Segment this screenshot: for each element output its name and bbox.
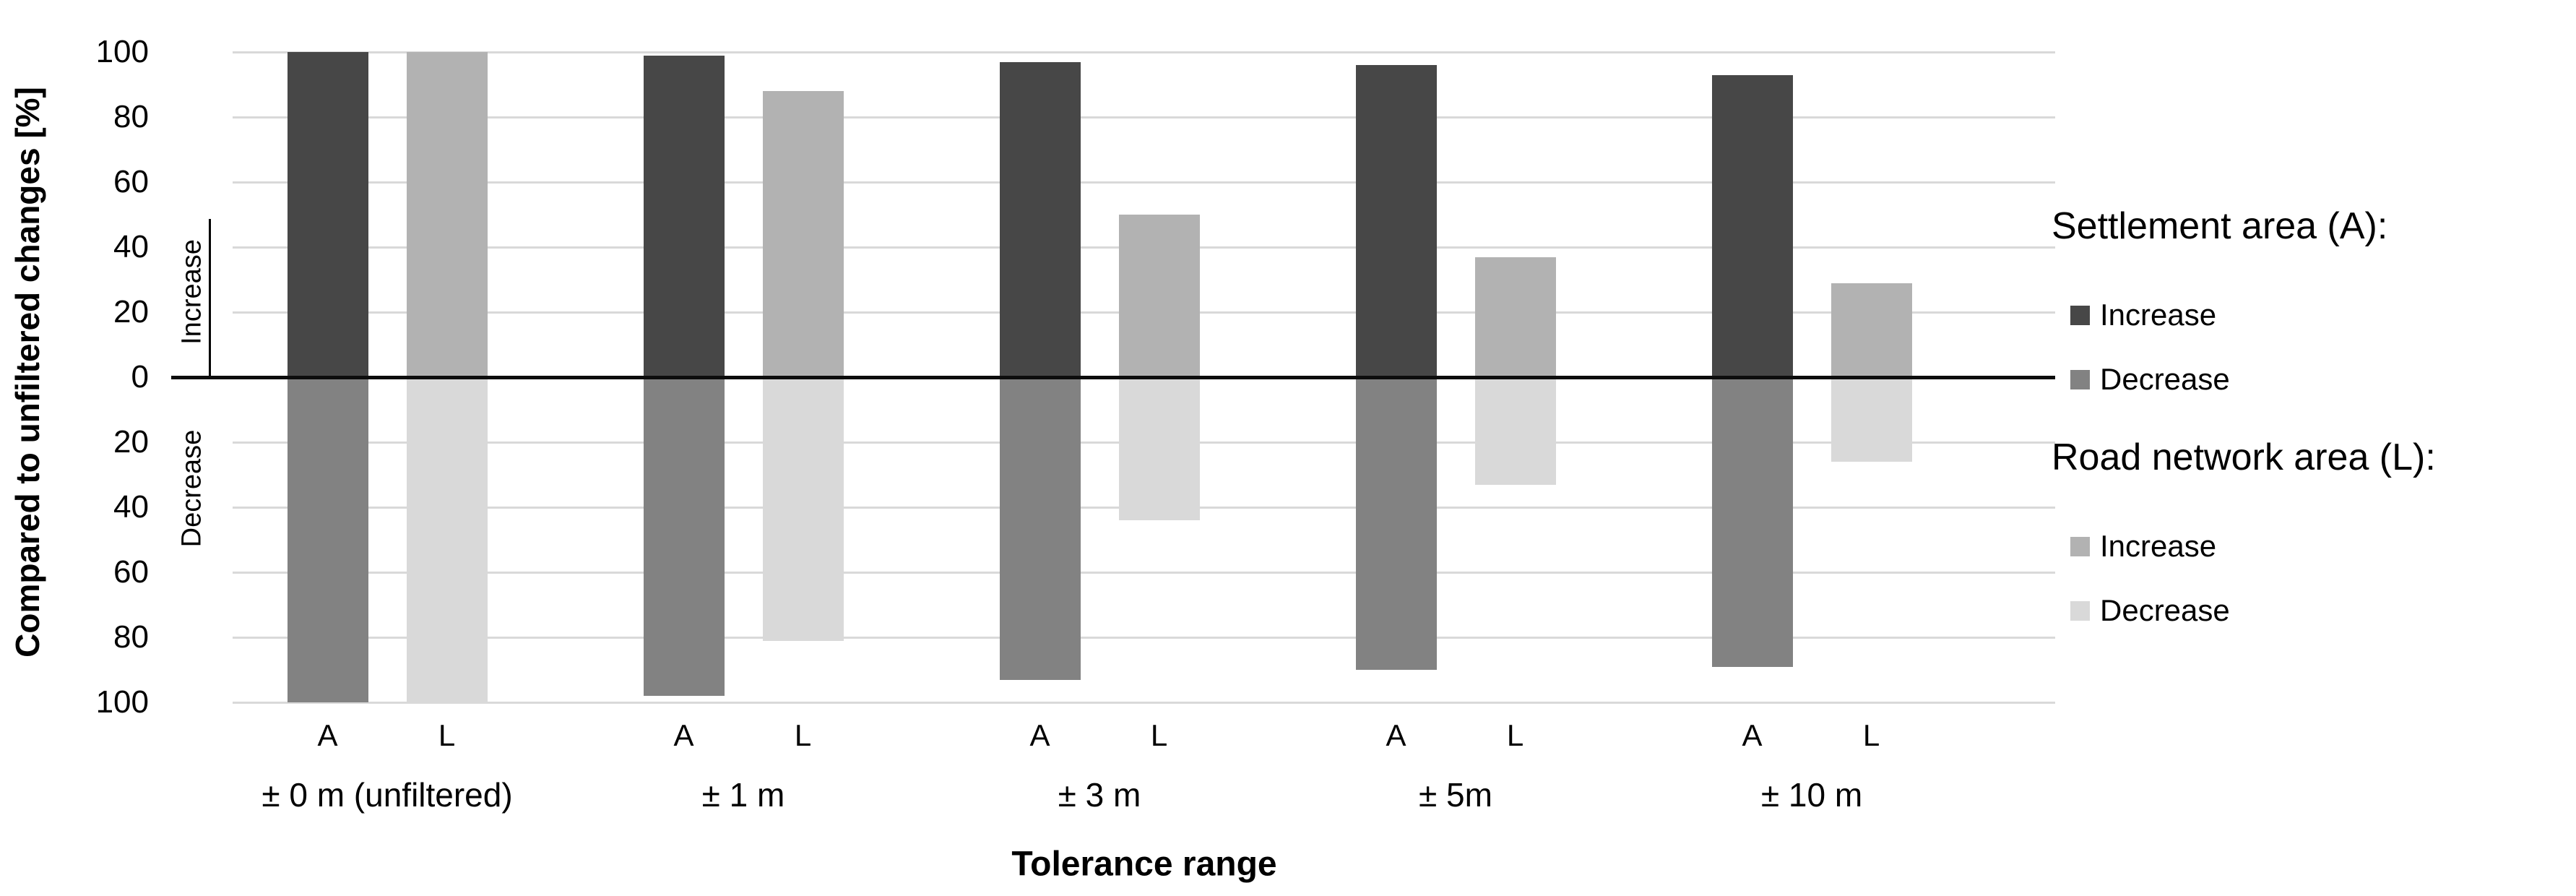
legend-item-label: Decrease — [2100, 362, 2230, 396]
bar-sublabel: A — [1029, 718, 1050, 752]
y-tick-label: 40 — [113, 229, 149, 264]
bar-sublabel: L — [1150, 718, 1168, 752]
gridline — [233, 702, 2055, 704]
category-label: ± 10 m — [1760, 776, 1863, 814]
legend-item: Increase — [2070, 297, 2216, 333]
road-up-bar — [406, 52, 488, 377]
gridline — [233, 51, 2055, 53]
gridline — [233, 637, 2055, 639]
settlement-down-bar — [1711, 377, 1793, 667]
settlement-down-bar — [999, 377, 1081, 680]
road-down-bar — [406, 377, 488, 702]
legend-item-label: Increase — [2100, 298, 2217, 332]
road-up-bar — [1831, 283, 1912, 377]
road-down-bar — [1831, 377, 1912, 462]
bar-sublabel: L — [794, 718, 812, 752]
bar-sublabel: L — [438, 718, 456, 752]
bar-sublabel: A — [1742, 718, 1763, 752]
legend-item: Decrease — [2070, 593, 2230, 629]
bar-sublabel: A — [1386, 718, 1406, 752]
settlement-down-bar — [643, 377, 725, 696]
x-axis-title: Tolerance range — [1011, 845, 1277, 884]
legend-item: Decrease — [2070, 361, 2230, 397]
bar-sublabel: L — [1862, 718, 1880, 752]
zero-axis-line — [171, 376, 2055, 379]
gridline — [233, 116, 2055, 119]
bar-sublabel: A — [673, 718, 694, 752]
legend-item-label: Decrease — [2100, 593, 2230, 627]
settlement-down-bar — [287, 377, 368, 702]
settlement-down-bar — [1355, 377, 1437, 670]
road-up-bar — [1474, 257, 1556, 377]
y-tick-label: 80 — [113, 619, 149, 655]
y-axis-title: Compared to unfiltered changes [%] — [9, 87, 46, 658]
y-tick-label: 100 — [95, 684, 149, 720]
road-up-bar — [1118, 215, 1200, 377]
settlement-up-bar — [1355, 65, 1437, 377]
y-tick-label: 80 — [113, 99, 149, 134]
legend-title: Road network area (L): — [2052, 436, 2436, 478]
category-label: ± 0 m (unfiltered) — [262, 776, 513, 814]
plot-area — [233, 51, 2055, 705]
increase-axis-label: Increase — [176, 239, 207, 345]
settlement-up-bar — [643, 55, 725, 377]
legend-item: Increase — [2070, 528, 2216, 564]
y-tick-label: 60 — [113, 164, 149, 199]
bar-sublabel: A — [317, 718, 338, 752]
legend-swatch-icon — [2070, 600, 2090, 621]
legend-swatch-icon — [2070, 305, 2090, 325]
category-label: ± 1 m — [701, 776, 785, 814]
legend-title: Settlement area (A): — [2052, 205, 2388, 247]
legend-item-label: Increase — [2100, 529, 2217, 563]
y-tick-label: 100 — [95, 34, 149, 69]
road-down-bar — [762, 377, 844, 641]
legend-swatch-icon — [2070, 536, 2090, 556]
gridline — [233, 572, 2055, 574]
settlement-up-bar — [287, 52, 368, 377]
y-tick-label: 60 — [113, 554, 149, 590]
legend-swatch-icon — [2070, 369, 2090, 389]
y-tick-label: 20 — [113, 424, 149, 460]
settlement-up-bar — [1711, 74, 1793, 377]
road-up-bar — [762, 91, 844, 377]
category-label: ± 3 m — [1058, 776, 1141, 814]
y-tick-label: 0 — [131, 359, 149, 395]
road-down-bar — [1474, 377, 1556, 485]
category-label: ± 5m — [1419, 776, 1492, 814]
y-tick-label: 20 — [113, 294, 149, 329]
y-tick-label: 40 — [113, 489, 149, 525]
settlement-up-bar — [999, 61, 1081, 377]
axis-bracket-line — [209, 219, 211, 376]
gridline — [233, 181, 2055, 184]
road-down-bar — [1118, 377, 1200, 520]
decrease-axis-label: Decrease — [176, 429, 207, 548]
bar-sublabel: L — [1506, 718, 1524, 752]
